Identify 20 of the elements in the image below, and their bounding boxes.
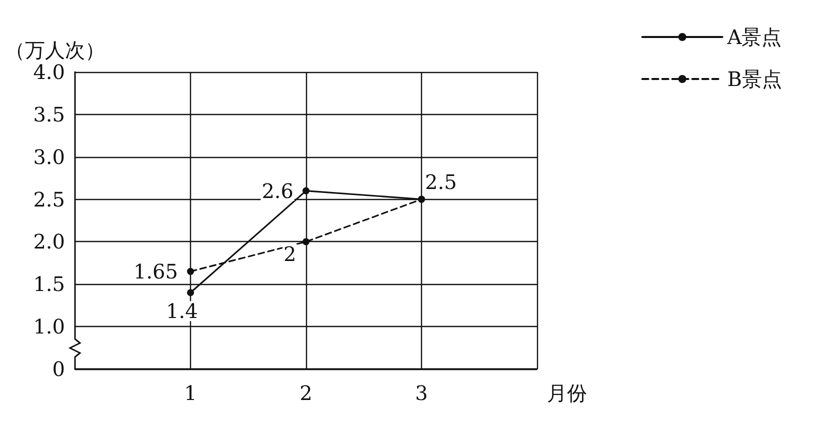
legend-label: B景点 [727,67,782,91]
y-tick-label: 1.5 [33,272,65,296]
y-tick-label: 3.5 [33,102,65,126]
data-label: 2.6 [262,178,294,203]
y-tick-label: 1.0 [33,314,65,339]
data-label: 1.4 [166,299,198,324]
x-tick-label: 2 [300,381,312,405]
y-axis-title: （万人次） [5,38,105,62]
y-tick-label: 4.0 [33,60,65,84]
x-tick-label: 3 [415,381,428,405]
data-label: 2 [284,242,296,266]
y-tick-label: 2.0 [33,230,65,254]
data-label: 2.5 [425,170,457,194]
y-tick-label: 3.0 [33,144,65,169]
x-axis-title: 月份 [547,381,587,405]
y-tick-label: 0 [52,357,65,381]
y-tick-label: 2.5 [33,187,65,212]
data-label: 1.65 [133,259,178,284]
x-tick-label: 1 [184,381,197,405]
legend-label: A景点 [726,25,782,49]
